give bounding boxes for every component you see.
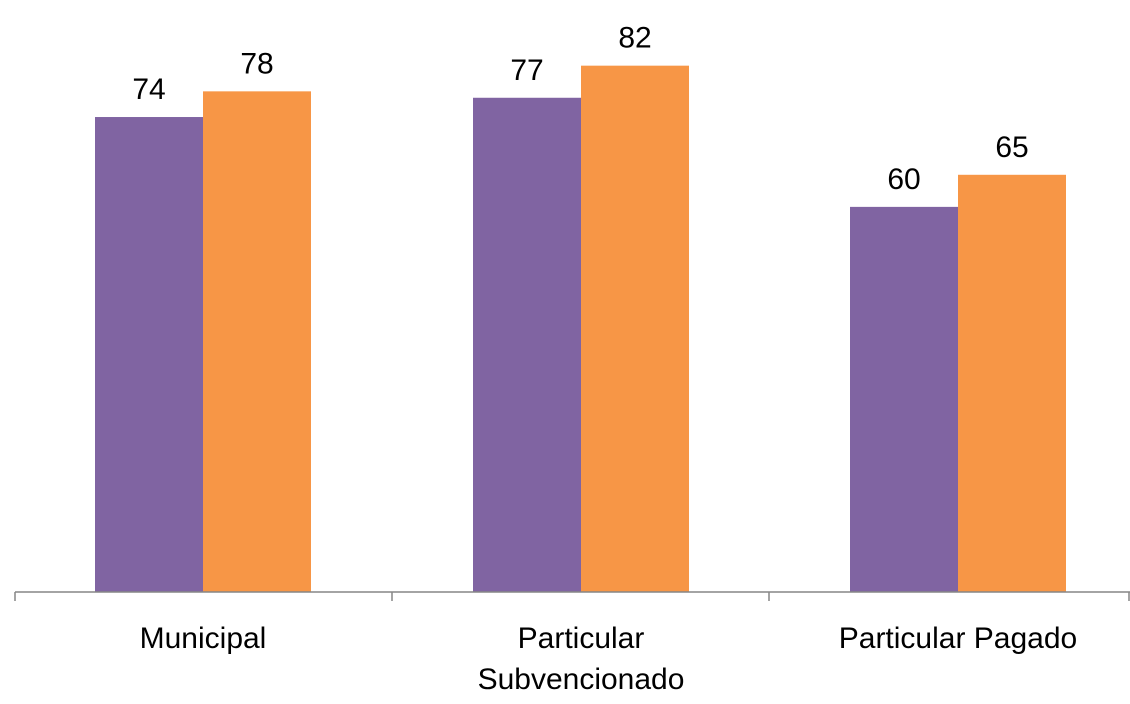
- data-label-series2-cat1: 78: [240, 47, 273, 80]
- bar-series1-cat3: [850, 206, 958, 592]
- data-label-series2-cat3: 65: [995, 131, 1028, 164]
- bar-series2-cat1: [203, 91, 311, 592]
- data-label-series1-cat3: 60: [887, 163, 920, 196]
- bar-series2-cat3: [958, 174, 1066, 592]
- bars-layer: [95, 65, 1066, 592]
- bar-series1-cat1: [95, 117, 203, 592]
- x-tick-label-cat3: Particular Pagado: [839, 622, 1077, 655]
- bar-series2-cat2: [581, 65, 689, 592]
- labels-layer: 74 77 60 78 82 65 Municipal Particular Subvencio…: [132, 22, 1077, 696]
- data-label-series1-cat1: 74: [132, 73, 165, 106]
- data-label-series1-cat2: 77: [510, 54, 543, 87]
- data-label-series2-cat2: 82: [618, 22, 651, 55]
- bar-series1-cat2: [473, 97, 581, 592]
- x-tick-label-cat1: Municipal: [140, 622, 267, 655]
- x-tick-label-cat2: Particular Subvencionado: [478, 622, 685, 696]
- x-axis: [14, 591, 1130, 601]
